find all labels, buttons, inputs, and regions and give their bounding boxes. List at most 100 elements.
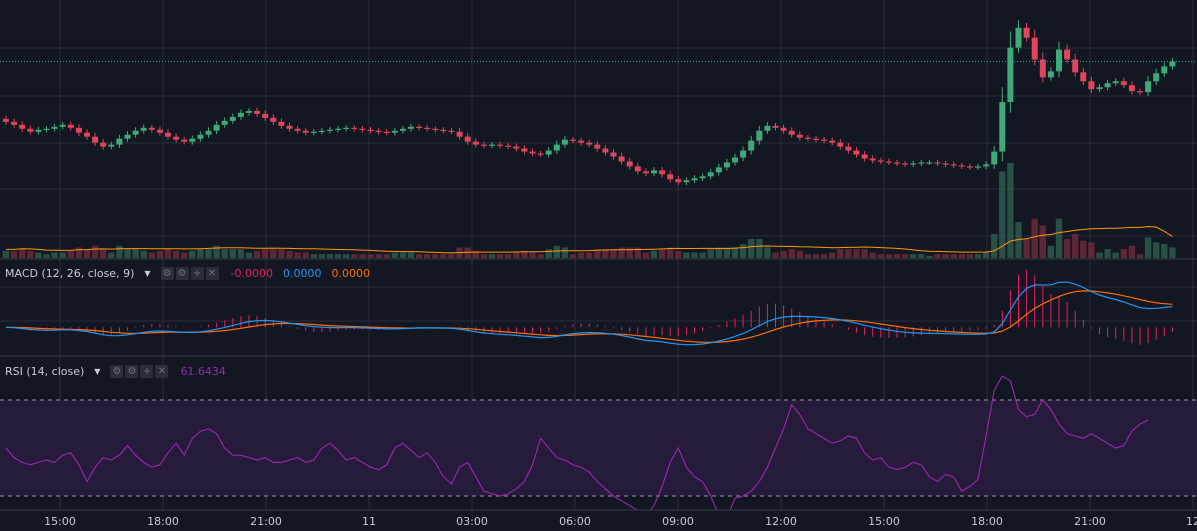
candle (237, 112, 244, 117)
candle (343, 127, 350, 129)
candle (1007, 47, 1014, 103)
candle (1161, 66, 1168, 74)
volume-bar (618, 247, 625, 258)
volume-bar (1007, 163, 1014, 258)
volume-bar (164, 249, 172, 258)
volume-bar (934, 254, 941, 258)
volume-bar (10, 250, 18, 258)
volume-bar (181, 252, 188, 258)
time-axis-label: 12:00 (765, 515, 797, 528)
volume-bar (658, 249, 666, 258)
close-icon[interactable]: ✕ (205, 267, 219, 280)
candle (715, 167, 722, 173)
volume-bar (812, 254, 820, 258)
candle (950, 164, 957, 166)
eye-icon[interactable]: ⚙ (160, 267, 174, 280)
volume-bar (642, 252, 650, 258)
candle (780, 127, 787, 131)
candle (399, 128, 406, 131)
candle (796, 134, 803, 138)
volume-bar (359, 254, 366, 258)
candle (221, 120, 228, 125)
candle (197, 134, 204, 139)
rsi-legend-title[interactable]: RSI (14, close) (5, 365, 85, 378)
volume-bar (991, 233, 998, 258)
volume-bar (2, 250, 10, 258)
volume-bar (318, 254, 326, 258)
volume-bar (772, 252, 779, 258)
volume-bar (569, 254, 577, 258)
gear-icon[interactable]: ⚙ (125, 365, 139, 378)
volume-bar (845, 249, 852, 258)
volume-bar (650, 250, 658, 258)
candle (286, 125, 293, 129)
volume-bar (448, 254, 455, 258)
volume-bar (367, 254, 374, 258)
grid-lines (0, 0, 1197, 510)
candle (1015, 27, 1022, 48)
volume-bar (683, 252, 690, 258)
candle (667, 174, 674, 180)
volume-bar (67, 250, 74, 258)
plus-icon[interactable]: + (140, 365, 154, 378)
volume-bar (1096, 252, 1103, 258)
candle (772, 125, 779, 128)
candle (869, 158, 876, 161)
candle (659, 170, 666, 175)
time-axis: 15:00 18:00 21:00 11 03:00 06:00 09:00 12:00 15:… (0, 509, 1197, 531)
volume-bar (43, 254, 50, 258)
volume-bar (699, 252, 706, 258)
volume-bar (594, 249, 601, 258)
chevron-down-icon[interactable]: ▼ (94, 367, 101, 376)
close-icon[interactable]: ✕ (155, 365, 169, 378)
candle (853, 150, 860, 155)
time-axis-label: 21:00 (1074, 515, 1106, 528)
candle (926, 162, 933, 164)
candle (578, 140, 585, 143)
macd-line (5, 281, 1173, 346)
candle (19, 124, 26, 129)
time-axis-label: 15:00 (44, 515, 76, 528)
gear-icon[interactable]: ⚙ (175, 267, 189, 280)
volume-bar (545, 249, 552, 258)
volume-bar (1039, 225, 1046, 258)
volume-bar (391, 252, 398, 258)
candle (156, 129, 163, 133)
rsi-pane (0, 375, 1197, 519)
volume-bar (116, 245, 123, 258)
candle (1080, 72, 1087, 82)
volume-bar (1169, 247, 1176, 258)
volume-bar (788, 249, 795, 258)
macd-signal-line (6, 290, 1173, 344)
candle (894, 162, 900, 164)
candle (529, 151, 536, 154)
candle (513, 146, 520, 149)
macd-signal-value: 0.0000 (331, 267, 370, 280)
candle (51, 126, 58, 129)
chevron-down-icon[interactable]: ▼ (144, 269, 151, 278)
volume-bar (1088, 242, 1095, 258)
volume-bar (189, 250, 196, 258)
candle (756, 130, 763, 141)
candle (1104, 83, 1111, 88)
candle (11, 121, 18, 125)
macd-legend-title[interactable]: MACD (12, 26, close, 9) (5, 267, 135, 280)
time-axis-label: 03:00 (456, 515, 488, 528)
volume-bar (472, 250, 479, 258)
candle (829, 140, 836, 143)
volume-bar (780, 250, 787, 258)
volume-bar (1161, 244, 1168, 258)
candle (561, 139, 568, 145)
plus-icon[interactable]: + (190, 267, 204, 280)
volume-bar (302, 252, 309, 258)
volume-bar (1047, 245, 1055, 258)
eye-icon[interactable]: ⚙ (110, 365, 124, 378)
volume-bar (140, 250, 147, 258)
volume-bar (901, 254, 909, 258)
volume-bar (918, 254, 925, 258)
candle (92, 136, 99, 143)
candle (148, 127, 155, 130)
volume-bar (610, 249, 617, 258)
volume-bar (861, 249, 868, 258)
